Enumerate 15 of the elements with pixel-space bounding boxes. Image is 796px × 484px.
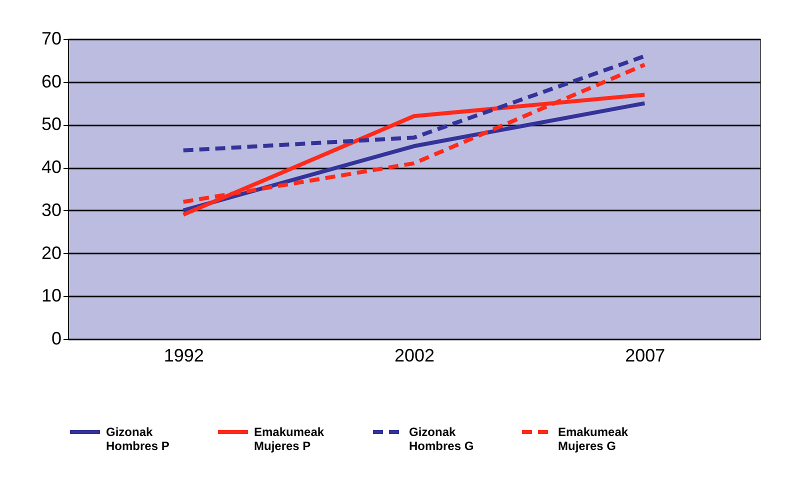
- x-tick-label: 1992: [164, 346, 204, 366]
- y-tick-label: 50: [41, 114, 62, 134]
- x-tick-label: 2002: [394, 346, 435, 366]
- y-tick-label: 60: [41, 71, 62, 92]
- legend-label: Emakumeak Mujeres G: [558, 425, 628, 453]
- y-tick-label: 0: [51, 328, 62, 348]
- y-tick-label: 70: [41, 28, 62, 48]
- y-tick-label: 20: [41, 242, 62, 263]
- legend-label: Emakumeak Mujeres P: [254, 425, 324, 453]
- y-tick-label: 30: [41, 200, 62, 220]
- legend-label: Gizonak Hombres P: [106, 425, 170, 453]
- y-tick-label: 40: [41, 157, 62, 178]
- x-tick-label: 2007: [625, 346, 666, 366]
- y-tick-label: 10: [41, 286, 62, 306]
- legend-label: Gizonak Hombres G: [409, 425, 474, 453]
